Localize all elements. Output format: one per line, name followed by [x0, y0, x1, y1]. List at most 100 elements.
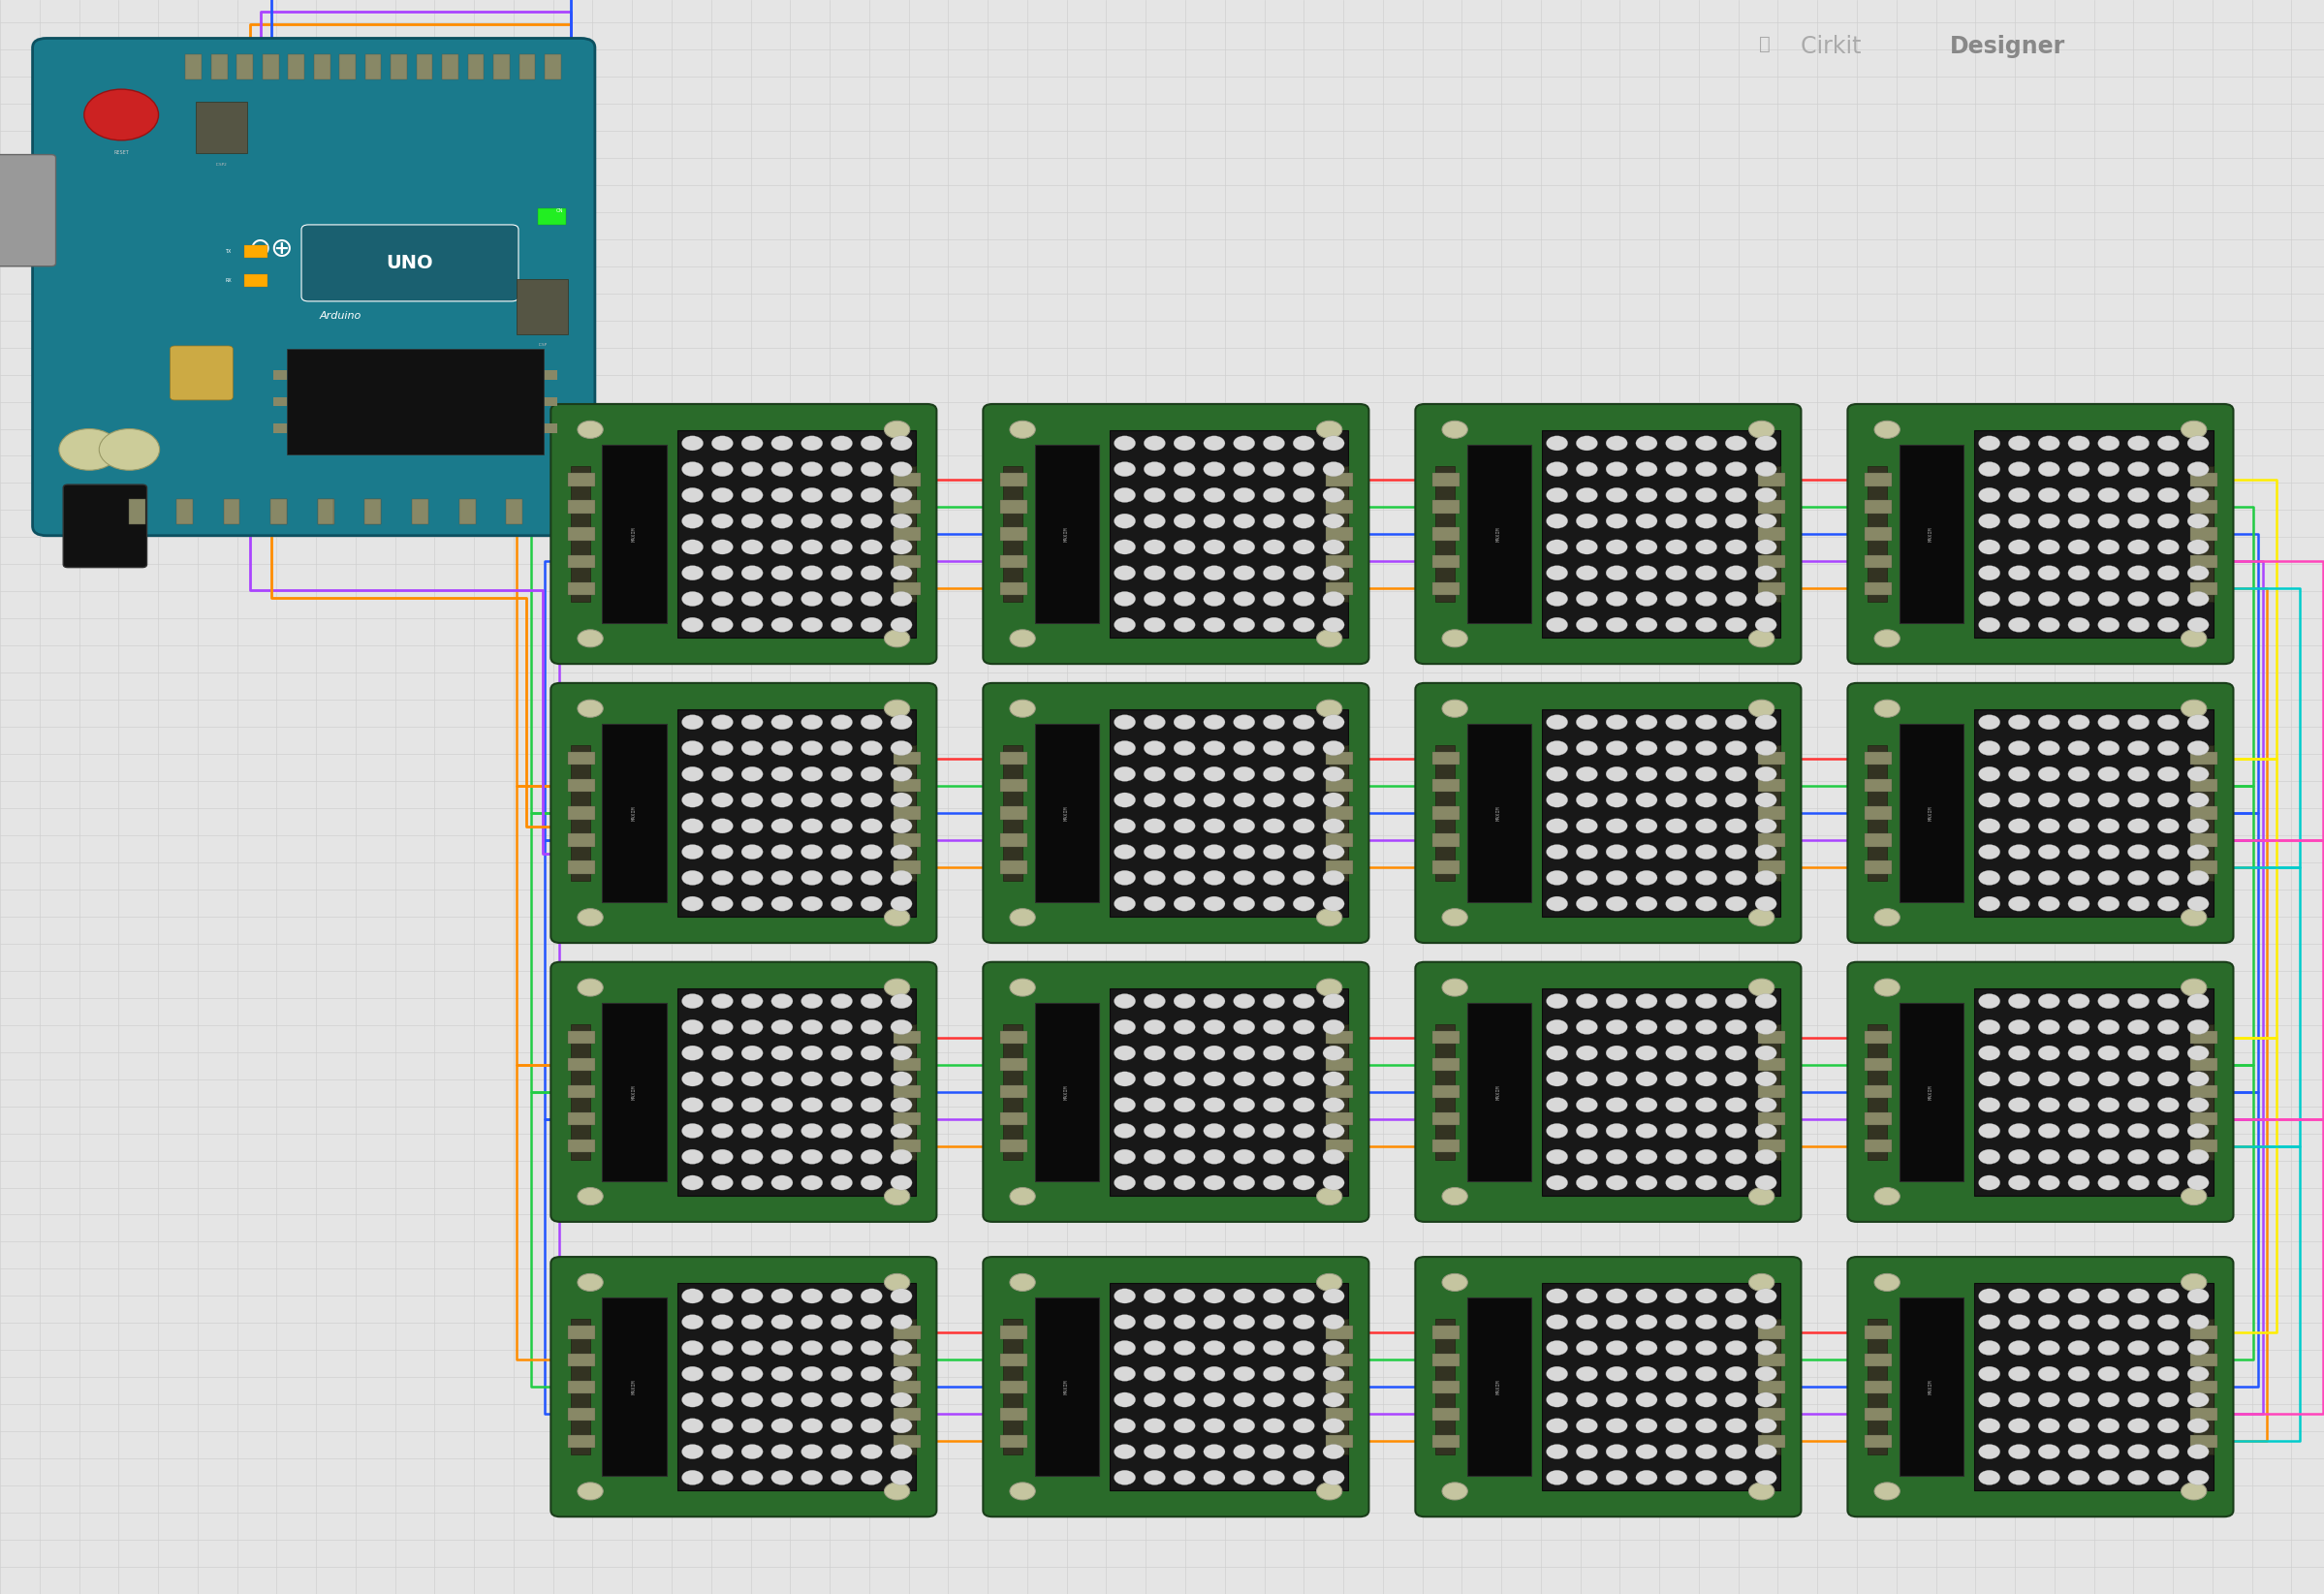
Circle shape	[2038, 792, 2059, 807]
Circle shape	[772, 1046, 792, 1060]
Circle shape	[832, 1046, 853, 1060]
Circle shape	[860, 1419, 883, 1433]
Bar	[2192, 473, 2217, 486]
Bar	[1864, 473, 1892, 486]
Circle shape	[711, 435, 732, 451]
Circle shape	[1724, 488, 1748, 502]
Bar	[516, 279, 567, 335]
Circle shape	[1174, 1288, 1195, 1304]
Circle shape	[711, 488, 732, 502]
Circle shape	[1666, 1444, 1687, 1459]
Circle shape	[832, 540, 853, 555]
Bar	[1329, 465, 1348, 603]
Circle shape	[1666, 1366, 1687, 1380]
Circle shape	[1724, 591, 1748, 606]
Circle shape	[1636, 540, 1657, 555]
Circle shape	[1666, 870, 1687, 885]
Circle shape	[1755, 1444, 1776, 1459]
Bar	[416, 54, 432, 80]
Circle shape	[1234, 1046, 1255, 1060]
Circle shape	[741, 462, 762, 477]
Circle shape	[1724, 1315, 1748, 1329]
Circle shape	[2180, 1188, 2205, 1205]
Bar	[1466, 1003, 1532, 1181]
Circle shape	[1666, 591, 1687, 606]
Circle shape	[1636, 1315, 1657, 1329]
Circle shape	[2068, 1071, 2089, 1086]
Circle shape	[832, 1020, 853, 1035]
Text: MAXIM: MAXIM	[1064, 1379, 1069, 1395]
Circle shape	[1292, 714, 1315, 730]
Circle shape	[2099, 767, 2119, 781]
Circle shape	[1755, 513, 1776, 528]
Bar	[999, 1408, 1027, 1420]
Circle shape	[1292, 1419, 1315, 1433]
Bar	[1432, 1326, 1459, 1339]
Circle shape	[1322, 714, 1343, 730]
Bar	[1432, 834, 1459, 846]
Circle shape	[832, 1393, 853, 1408]
Circle shape	[2099, 591, 2119, 606]
Circle shape	[1174, 462, 1195, 477]
Circle shape	[2068, 1175, 2089, 1191]
Circle shape	[681, 1444, 704, 1459]
Circle shape	[681, 1149, 704, 1164]
Circle shape	[1697, 1071, 1717, 1086]
Circle shape	[1697, 767, 1717, 781]
Circle shape	[711, 1046, 732, 1060]
Circle shape	[860, 566, 883, 580]
Circle shape	[1322, 845, 1343, 859]
Circle shape	[890, 1149, 911, 1164]
Bar	[1327, 582, 1353, 595]
Circle shape	[1724, 1071, 1748, 1086]
Bar	[567, 752, 595, 765]
Circle shape	[100, 429, 160, 470]
Circle shape	[1666, 767, 1687, 781]
Circle shape	[1606, 1020, 1627, 1035]
FancyBboxPatch shape	[551, 961, 937, 1221]
Circle shape	[2129, 1470, 2150, 1486]
Bar	[544, 422, 558, 432]
Bar	[2192, 582, 2217, 595]
Circle shape	[772, 993, 792, 1009]
Circle shape	[2068, 1020, 2089, 1035]
Circle shape	[860, 1149, 883, 1164]
Circle shape	[890, 1020, 911, 1035]
Circle shape	[1174, 1149, 1195, 1164]
Circle shape	[2187, 767, 2208, 781]
Circle shape	[1666, 1341, 1687, 1355]
Circle shape	[1204, 1071, 1225, 1086]
Circle shape	[681, 1098, 704, 1113]
Circle shape	[1606, 896, 1627, 912]
Bar	[1864, 1031, 1892, 1044]
Circle shape	[2068, 845, 2089, 859]
Circle shape	[1204, 1393, 1225, 1408]
Circle shape	[1697, 1046, 1717, 1060]
Circle shape	[2187, 1071, 2208, 1086]
Circle shape	[2068, 1315, 2089, 1329]
Circle shape	[1545, 1315, 1569, 1329]
Circle shape	[2099, 1149, 2119, 1164]
Circle shape	[1174, 617, 1195, 633]
Circle shape	[2129, 462, 2150, 477]
Circle shape	[1292, 767, 1315, 781]
Circle shape	[832, 714, 853, 730]
Circle shape	[1113, 488, 1136, 502]
Circle shape	[1755, 1046, 1776, 1060]
Circle shape	[1978, 767, 2001, 781]
Circle shape	[681, 845, 704, 859]
Bar	[1864, 1140, 1892, 1152]
Bar	[895, 834, 920, 846]
Circle shape	[1636, 1046, 1657, 1060]
Circle shape	[1755, 845, 1776, 859]
Bar	[1543, 988, 1780, 1196]
Circle shape	[2129, 741, 2150, 756]
Circle shape	[2038, 1288, 2059, 1304]
Circle shape	[2157, 819, 2180, 834]
Circle shape	[1009, 630, 1034, 647]
Circle shape	[1174, 1315, 1195, 1329]
Circle shape	[802, 792, 823, 807]
Circle shape	[1174, 792, 1195, 807]
Bar	[318, 499, 335, 524]
Circle shape	[741, 896, 762, 912]
